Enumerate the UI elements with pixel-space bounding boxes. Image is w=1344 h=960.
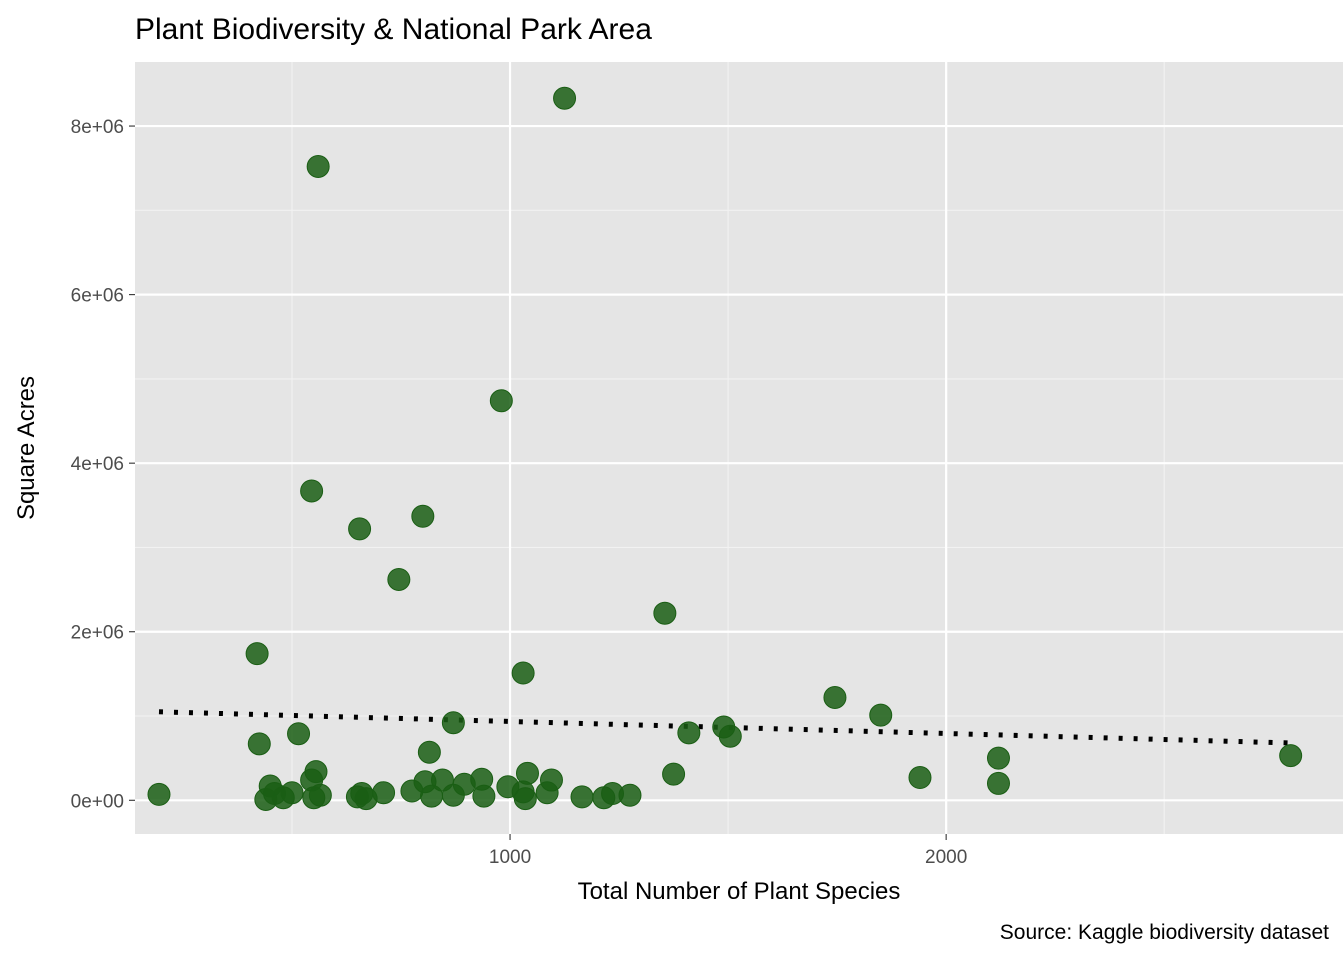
scatter-point bbox=[300, 479, 324, 503]
x-axis-title: Total Number of Plant Species bbox=[578, 878, 901, 905]
scatter-point bbox=[287, 722, 311, 746]
scatter-point bbox=[441, 711, 465, 735]
x-axis: 1000 2000 bbox=[489, 834, 967, 868]
chart-title: Plant Biodiversity & National Park Area bbox=[135, 13, 652, 46]
y-axis: 0e+00 2e+06 4e+06 6e+06 8e+06 bbox=[71, 117, 135, 812]
scatter-point bbox=[1279, 744, 1303, 768]
scatter-point bbox=[372, 781, 396, 805]
scatter-point bbox=[411, 504, 435, 528]
scatter-point bbox=[417, 740, 441, 764]
scatter-point bbox=[489, 389, 513, 413]
scatter-point bbox=[472, 784, 496, 808]
scatter-point bbox=[869, 703, 893, 727]
scatter-point bbox=[677, 721, 701, 745]
scatter-point bbox=[823, 685, 847, 709]
scatter-point bbox=[387, 567, 411, 591]
scatter-point bbox=[986, 771, 1010, 795]
y-axis-title: Square Acres bbox=[13, 376, 40, 520]
scatter-point bbox=[653, 601, 677, 625]
scatter-point bbox=[302, 786, 326, 810]
scatter-point bbox=[271, 786, 295, 810]
scatter-point bbox=[306, 155, 330, 179]
y-tick-label: 2e+06 bbox=[71, 623, 124, 644]
y-tick-label: 6e+06 bbox=[71, 286, 124, 307]
scatter-point bbox=[570, 785, 594, 809]
scatter-point bbox=[539, 768, 563, 792]
scatter-point bbox=[348, 517, 372, 541]
scatter-point bbox=[986, 746, 1010, 770]
y-tick-label: 4e+06 bbox=[71, 454, 124, 475]
scatter-point bbox=[247, 732, 271, 756]
minor-gridlines bbox=[135, 62, 1343, 834]
scatter-point bbox=[718, 724, 742, 748]
major-gridlines bbox=[135, 62, 1343, 834]
scatter-point bbox=[618, 783, 642, 807]
x-tick-label: 1000 bbox=[489, 847, 531, 868]
scatter-point bbox=[147, 782, 171, 806]
scatter-point bbox=[908, 766, 932, 790]
x-tick-label: 2000 bbox=[925, 847, 967, 868]
scatter-point bbox=[511, 661, 535, 685]
plot-panel bbox=[135, 62, 1343, 834]
y-tick-label: 8e+06 bbox=[71, 117, 124, 138]
scatter-point bbox=[553, 86, 577, 110]
scatter-point bbox=[662, 762, 686, 786]
scatter-point bbox=[245, 642, 269, 666]
scatter-point bbox=[513, 787, 537, 811]
data-points bbox=[147, 86, 1303, 811]
source-caption: Source: Kaggle biodiversity dataset bbox=[1000, 921, 1329, 944]
scatter-point bbox=[515, 761, 539, 785]
y-tick-label: 0e+00 bbox=[71, 791, 124, 812]
